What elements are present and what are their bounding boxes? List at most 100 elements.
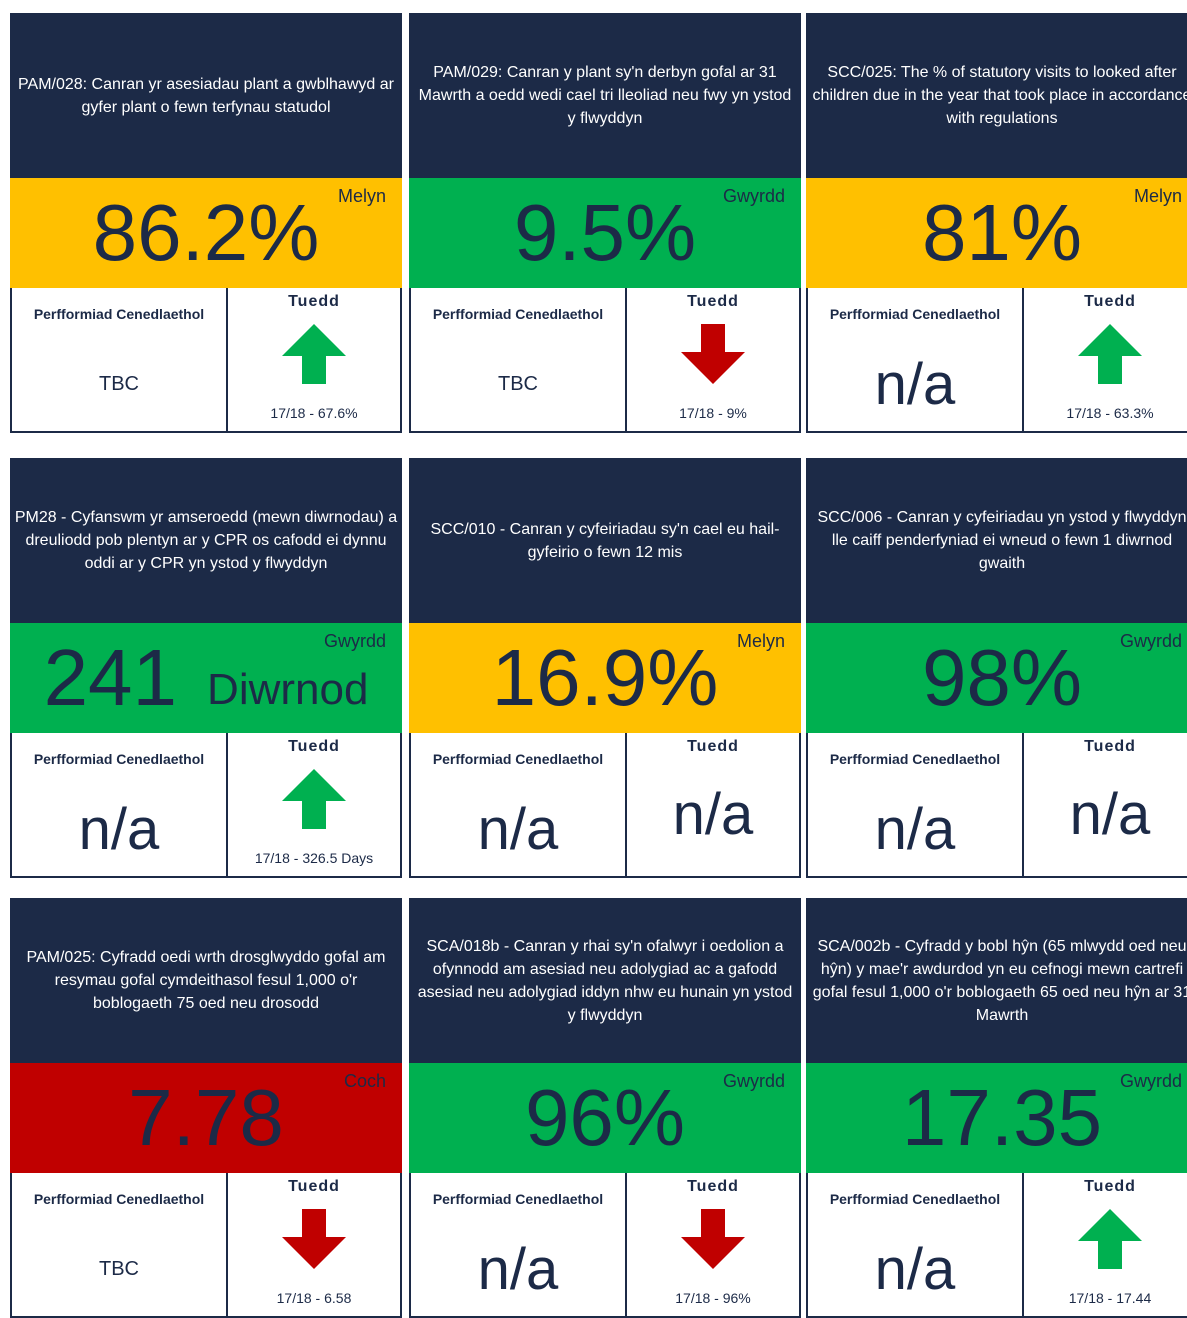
card-title-text: PAM/025: Cyfradd oedi wrth drosglwyddo g… bbox=[26, 949, 386, 1012]
status-label: Gwyrdd bbox=[323, 631, 386, 651]
national-value: n/a bbox=[874, 797, 956, 862]
trend-cell: Tuedd 17/18 - 67.6% bbox=[228, 288, 400, 431]
value: 96% bbox=[524, 1073, 686, 1162]
kpi-card: SCC/025: The % of statutory visits to lo… bbox=[806, 13, 1187, 433]
trend-cell: Tuedd n/a bbox=[1024, 733, 1187, 876]
trend-cell: Tuedd n/a bbox=[627, 733, 799, 876]
trend-label: Tuedd bbox=[288, 293, 340, 310]
trend-cell: Tuedd 17/18 - 326.5 Days bbox=[228, 733, 400, 876]
status-label: Melyn bbox=[736, 631, 785, 651]
value-band: 81% Melyn bbox=[806, 178, 1187, 288]
value-band: 17.35 Gwyrdd bbox=[806, 1063, 1187, 1173]
kpi-card: PAM/029: Canran y plant sy'n derbyn gofa… bbox=[409, 13, 801, 433]
trend-arrow bbox=[681, 324, 745, 384]
card-title: SCC/025: The % of statutory visits to lo… bbox=[806, 13, 1187, 178]
status-label: Gwyrdd bbox=[1119, 631, 1182, 651]
value-band: 7.78 Coch bbox=[10, 1063, 402, 1173]
status-label: Melyn bbox=[337, 186, 386, 206]
national-value: TBC bbox=[99, 373, 139, 395]
trend-arrow bbox=[282, 1209, 346, 1269]
status-label: Gwyrdd bbox=[722, 186, 785, 206]
card-title-text: PAM/028: Canran yr asesiadau plant a gwb… bbox=[18, 75, 394, 116]
national-cell: Perfformiad Cenedlaethol n/a bbox=[12, 733, 228, 876]
national-cell: Perfformiad Cenedlaethol n/a bbox=[411, 1173, 627, 1316]
arrow-shape bbox=[1078, 324, 1142, 384]
arrow-shape bbox=[681, 324, 745, 384]
trend-arrow bbox=[1078, 1209, 1142, 1269]
trend-cell: Tuedd 17/18 - 96% bbox=[627, 1173, 799, 1316]
trend-cell: Tuedd 17/18 - 17.44 bbox=[1024, 1173, 1187, 1316]
national-value: n/a bbox=[477, 1237, 559, 1302]
card-title-text: PAM/029: Canran y plant sy'n derbyn gofa… bbox=[418, 64, 792, 127]
trend-cell: Tuedd 17/18 - 6.58 bbox=[228, 1173, 400, 1316]
bottom-row: Perfformiad Cenedlaethol TBC Tuedd 17/18 - … bbox=[10, 288, 402, 433]
value-unit: Diwrnod bbox=[207, 665, 369, 714]
trend-value: n/a bbox=[1069, 782, 1151, 847]
national-label: Perfformiad Cenedlaethol bbox=[432, 306, 604, 322]
bottom-row: Perfformiad Cenedlaethol n/a Tuedd 17/18 - … bbox=[806, 288, 1187, 433]
card-title: PAM/028: Canran yr asesiadau plant a gwb… bbox=[10, 13, 402, 178]
trend-arrow bbox=[681, 1209, 745, 1269]
kpi-card: SCA/002b - Cyfradd y bobl hŷn (65 mlwydd… bbox=[806, 898, 1187, 1318]
value: 17.35 bbox=[901, 1073, 1103, 1162]
trend-label: Tuedd bbox=[687, 1178, 739, 1195]
card-title: PM28 - Cyfanswm yr amseroedd (mewn diwrn… bbox=[10, 458, 402, 623]
trend-arrow bbox=[282, 324, 346, 384]
kpi-card: SCA/018b - Canran y rhai sy'n ofalwyr i … bbox=[409, 898, 801, 1318]
trend-cell: Tuedd 17/18 - 9% bbox=[627, 288, 799, 431]
national-value: TBC bbox=[498, 373, 538, 395]
national-cell: Perfformiad Cenedlaethol TBC bbox=[411, 288, 627, 431]
trend-arrow bbox=[282, 769, 346, 829]
value: 241 bbox=[43, 633, 178, 722]
national-label: Perfformiad Cenedlaethol bbox=[33, 306, 205, 322]
kpi-card: PM28 - Cyfanswm yr amseroedd (mewn diwrn… bbox=[10, 458, 402, 878]
value: 81% bbox=[921, 188, 1083, 277]
national-cell: Perfformiad Cenedlaethol TBC bbox=[12, 288, 228, 431]
bottom-row: Perfformiad Cenedlaethol TBC Tuedd 17/18 - … bbox=[10, 1173, 402, 1318]
arrow-shape bbox=[282, 1209, 346, 1269]
card-title: SCA/002b - Cyfradd y bobl hŷn (65 mlwydd… bbox=[806, 898, 1187, 1063]
status-label: Gwyrdd bbox=[1119, 1071, 1182, 1091]
trend-label: Tuedd bbox=[1084, 1178, 1136, 1195]
value-band: 86.2% Melyn bbox=[10, 178, 402, 288]
national-label: Perfformiad Cenedlaethol bbox=[829, 1191, 1001, 1207]
national-cell: Perfformiad Cenedlaethol n/a bbox=[808, 288, 1024, 431]
trend-label: Tuedd bbox=[1084, 293, 1136, 310]
trend-label: Tuedd bbox=[288, 738, 340, 755]
status-label: Gwyrdd bbox=[722, 1071, 785, 1091]
kpi-card: SCC/006 - Canran y cyfeiriadau yn ystod … bbox=[806, 458, 1187, 878]
national-label: Perfformiad Cenedlaethol bbox=[829, 306, 1001, 322]
trend-label: Tuedd bbox=[1084, 738, 1136, 755]
trend-note: 17/18 - 9% bbox=[679, 405, 747, 421]
card-title-text: SCC/010 - Canran y cyfeiriadau sy'n cael… bbox=[430, 520, 780, 561]
arrow-shape bbox=[1078, 1209, 1142, 1269]
kpi-card: PAM/025: Cyfradd oedi wrth drosglwyddo g… bbox=[10, 898, 402, 1318]
status-label: Melyn bbox=[1133, 186, 1182, 206]
trend-note: 17/18 - 6.58 bbox=[276, 1290, 352, 1306]
value-band: 16.9% Melyn bbox=[409, 623, 801, 733]
kpi-card: SCC/010 - Canran y cyfeiriadau sy'n cael… bbox=[409, 458, 801, 878]
arrow-shape bbox=[681, 1209, 745, 1269]
national-cell: Perfformiad Cenedlaethol n/a bbox=[411, 733, 627, 876]
status-label: Coch bbox=[343, 1071, 386, 1091]
bottom-row: Perfformiad Cenedlaethol n/a Tuedd 17/18 - … bbox=[10, 733, 402, 878]
value-band: 9.5% Gwyrdd bbox=[409, 178, 801, 288]
bottom-row: Perfformiad Cenedlaethol n/a Tuedd n/a bbox=[409, 733, 801, 878]
national-value: n/a bbox=[477, 797, 559, 862]
card-title-text: SCC/006 - Canran y cyfeiriadau yn ystod … bbox=[817, 509, 1187, 572]
bottom-row: Perfformiad Cenedlaethol n/a Tuedd 17/18 - … bbox=[409, 1173, 801, 1318]
national-cell: Perfformiad Cenedlaethol n/a bbox=[808, 733, 1024, 876]
national-label: Perfformiad Cenedlaethol bbox=[33, 751, 205, 767]
trend-note: 17/18 - 63.3% bbox=[1066, 405, 1154, 421]
national-value: n/a bbox=[874, 1237, 956, 1302]
national-cell: Perfformiad Cenedlaethol TBC bbox=[12, 1173, 228, 1316]
arrow-shape bbox=[282, 769, 346, 829]
value-band: 241 Diwrnod Gwyrdd bbox=[10, 623, 402, 733]
value-band: 98% Gwyrdd bbox=[806, 623, 1187, 733]
trend-value: n/a bbox=[672, 782, 754, 847]
value-band: 96% Gwyrdd bbox=[409, 1063, 801, 1173]
trend-cell: Tuedd 17/18 - 63.3% bbox=[1024, 288, 1187, 431]
value: 86.2% bbox=[92, 188, 320, 277]
trend-note: 17/18 - 17.44 bbox=[1068, 1290, 1152, 1306]
national-value: n/a bbox=[78, 797, 160, 862]
